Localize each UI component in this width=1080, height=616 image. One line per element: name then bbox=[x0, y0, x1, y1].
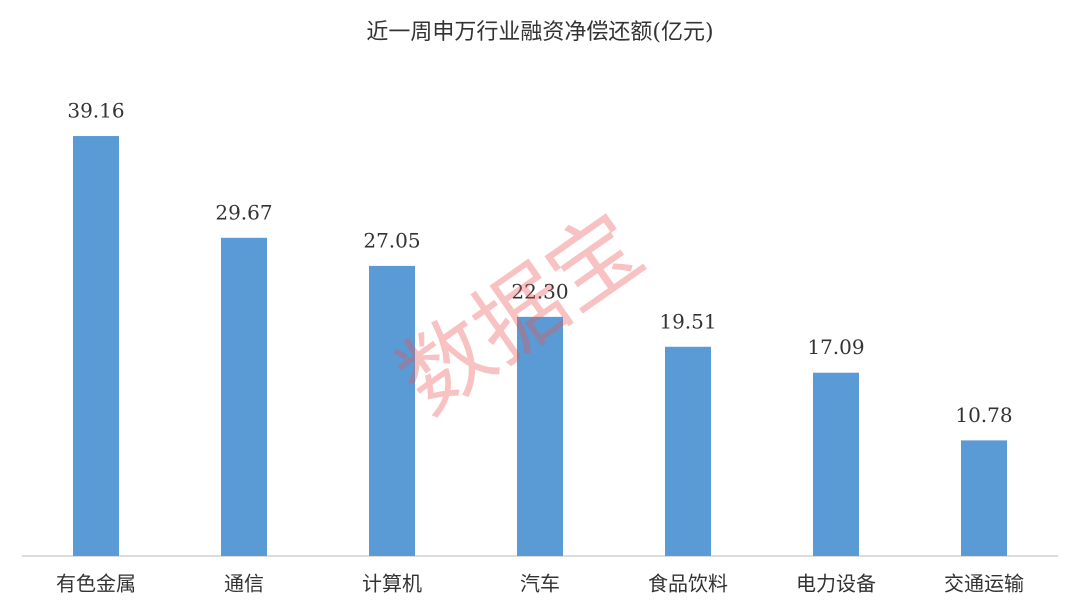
value-label: 29.67 bbox=[215, 200, 272, 224]
value-label: 19.51 bbox=[659, 309, 716, 333]
bar bbox=[961, 440, 1007, 556]
bar bbox=[369, 265, 415, 556]
value-label: 22.30 bbox=[511, 279, 568, 303]
value-label: 39.16 bbox=[67, 99, 124, 123]
bar bbox=[665, 346, 711, 556]
x-tick-label: 计算机 bbox=[362, 572, 422, 596]
value-label: 17.09 bbox=[807, 335, 864, 359]
value-label: 27.05 bbox=[363, 228, 420, 252]
x-tick-label: 交通运输 bbox=[944, 572, 1024, 596]
x-tick-label: 电力设备 bbox=[796, 572, 876, 596]
value-label: 10.78 bbox=[955, 403, 1012, 427]
x-tick-label: 汽车 bbox=[520, 572, 560, 596]
x-tick-label: 食品饮料 bbox=[648, 572, 728, 596]
bar bbox=[73, 136, 119, 556]
x-tick-label: 通信 bbox=[224, 572, 264, 596]
chart-title: 近一周申万行业融资净偿还额(亿元) bbox=[366, 20, 713, 45]
x-tick-label: 有色金属 bbox=[56, 572, 136, 596]
bar bbox=[813, 372, 859, 556]
bar bbox=[221, 237, 267, 557]
bar bbox=[517, 316, 563, 556]
